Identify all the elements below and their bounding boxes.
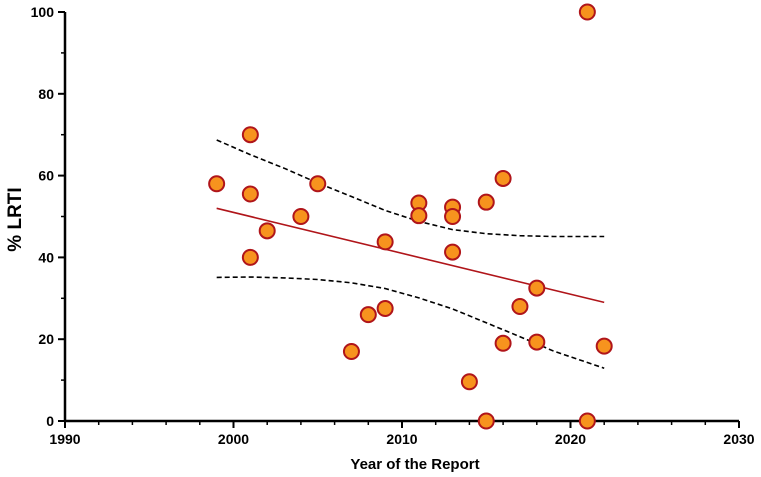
confidence-bands: [216, 139, 605, 369]
y-tick-label: 80: [38, 86, 54, 102]
y-tick-label: 20: [38, 331, 54, 347]
y-tick-label: 0: [46, 413, 54, 429]
x-tick-label: 2000: [218, 431, 249, 447]
data-point: [359, 306, 377, 324]
x-tick-label: 2010: [386, 431, 417, 447]
data-point: [241, 185, 259, 203]
data-point: [494, 169, 512, 187]
data-point: [342, 342, 360, 360]
lower-confidence-band: [216, 276, 605, 369]
data-point: [241, 126, 259, 144]
data-point: [528, 279, 546, 297]
y-tick-label: 60: [38, 168, 54, 184]
data-point: [258, 222, 276, 240]
data-point: [477, 412, 495, 430]
y-tick-label: 100: [31, 4, 55, 20]
x-tick-label: 1990: [49, 431, 80, 447]
data-point: [511, 297, 529, 315]
data-point: [494, 334, 512, 352]
data-point: [528, 333, 546, 351]
data-point: [444, 208, 462, 225]
data-points: [208, 3, 613, 430]
data-point: [578, 3, 596, 21]
axes: [63, 12, 739, 423]
x-axis-label: Year of the Report: [350, 456, 479, 473]
data-point: [595, 337, 613, 355]
data-point: [208, 175, 226, 193]
data-point: [410, 207, 428, 225]
data-point: [376, 300, 394, 318]
y-tick-label: 40: [38, 249, 54, 265]
data-point: [578, 412, 596, 430]
data-point: [444, 243, 462, 261]
x-tick-label: 2030: [723, 431, 754, 447]
data-point: [241, 248, 259, 266]
data-point: [477, 193, 495, 211]
data-point: [292, 208, 310, 225]
data-point: [460, 373, 478, 391]
regression-line: [216, 207, 605, 304]
data-point: [376, 233, 394, 251]
x-ticks: 1990 2000 2010 2020 2030: [49, 421, 755, 447]
y-ticks: 0 20 40 60 80 100: [31, 4, 65, 429]
x-tick-label: 2020: [555, 431, 586, 447]
regression-line-group: [216, 207, 605, 304]
data-point: [309, 175, 327, 193]
y-axis-label: % LRTI: [5, 187, 26, 251]
